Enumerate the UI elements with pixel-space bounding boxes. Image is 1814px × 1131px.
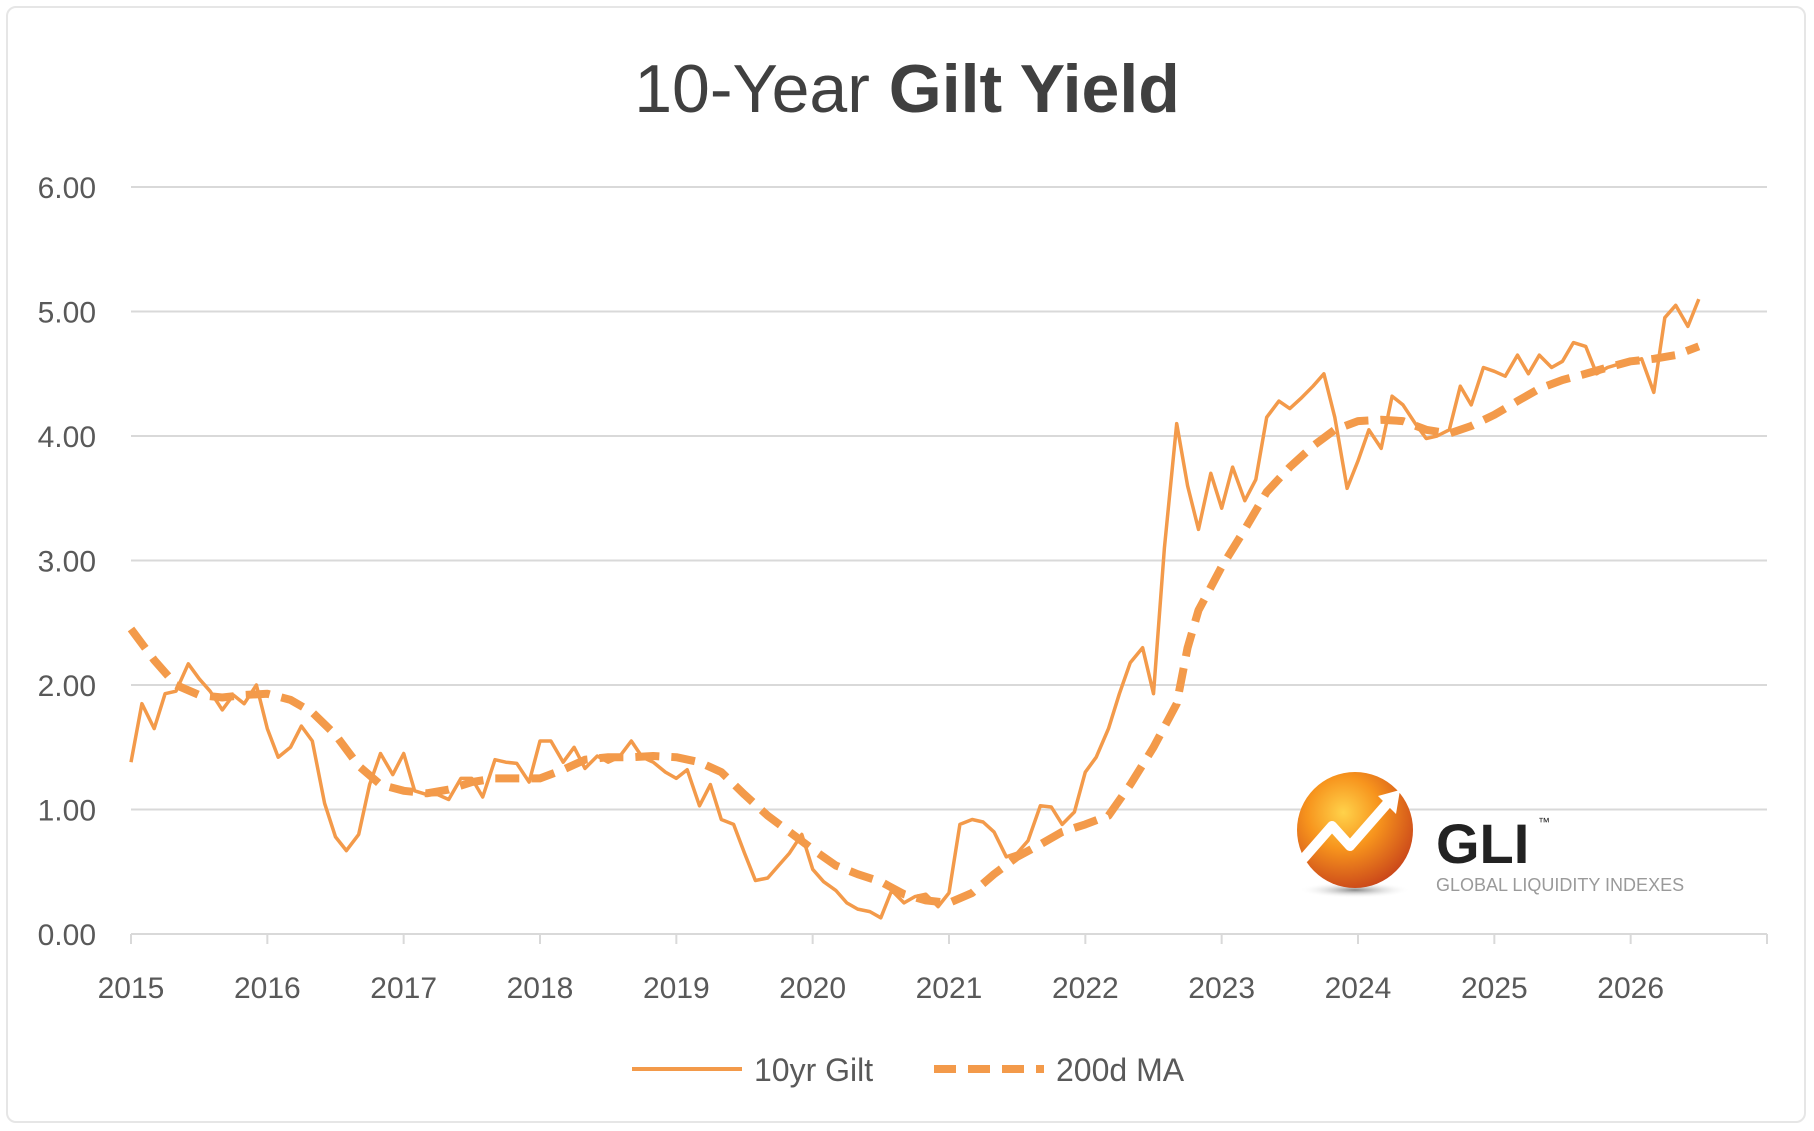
x-tick-label-9: 2024	[1325, 972, 1392, 1005]
x-tick-label-7: 2022	[1052, 972, 1119, 1005]
x-tick-label-5: 2020	[779, 972, 846, 1005]
chart-title: 10-Year Gilt Yield	[634, 51, 1180, 127]
x-tick-label-1: 2016	[234, 972, 301, 1005]
gli-logo-shadow	[1299, 882, 1411, 898]
y-axis: 0.00 1.00 2.00 3.00 4.00 5.00 6.00	[38, 172, 96, 952]
x-tick-label-0: 2015	[98, 972, 165, 1005]
plot-area	[127, 298, 1701, 920]
y-tick-label-5: 5.00	[38, 297, 96, 330]
x-tick-label-10: 2025	[1461, 972, 1528, 1005]
y-tick-label-0: 0.00	[38, 919, 96, 952]
x-tick-label-2: 2017	[370, 972, 437, 1005]
y-tick-label-4: 4.00	[38, 421, 96, 454]
y-tick-label-6: 6.00	[38, 172, 96, 205]
chart-frame	[6, 6, 1806, 1123]
series-line-200d-ma	[127, 342, 1701, 907]
x-tick-label-6: 2021	[916, 972, 983, 1005]
gli-logo-arrow	[1299, 793, 1397, 863]
y-tick-label-2: 2.00	[38, 670, 96, 703]
gli-logo: GLI ™ GLOBAL LIQUIDITY INDEXES	[1297, 772, 1684, 898]
legend-label-10yr-gilt: 10yr Gilt	[754, 1052, 873, 1088]
x-tick-label-8: 2023	[1188, 972, 1255, 1005]
gli-logo-trademark: ™	[1538, 815, 1550, 829]
x-tick-label-4: 2019	[643, 972, 710, 1005]
y-tick-label-1: 1.00	[38, 795, 96, 828]
x-tick-label-11: 2026	[1597, 972, 1664, 1005]
series-line-10yr-gilt	[129, 298, 1701, 920]
gli-logo-orb	[1297, 772, 1413, 888]
gli-logo-arrowhead	[1378, 790, 1400, 814]
gli-logo-wordmark: GLI	[1436, 812, 1529, 875]
legend-label-200d-ma: 200d MA	[1056, 1052, 1185, 1088]
gridlines	[131, 186, 1767, 811]
x-axis: 2015 2016 2017 2018 2019 2020 2021 2022 2023 2024…	[98, 933, 1768, 1005]
gli-logo-tagline: GLOBAL LIQUIDITY INDEXES	[1436, 875, 1684, 895]
x-tick-label-3: 2018	[507, 972, 574, 1005]
y-tick-label-3: 3.00	[38, 546, 96, 579]
chart-title-bold: Gilt Yield	[889, 51, 1180, 127]
chart-title-light: 10-Year	[634, 51, 889, 127]
legend: 10yr Gilt 200d MA	[632, 1052, 1185, 1088]
